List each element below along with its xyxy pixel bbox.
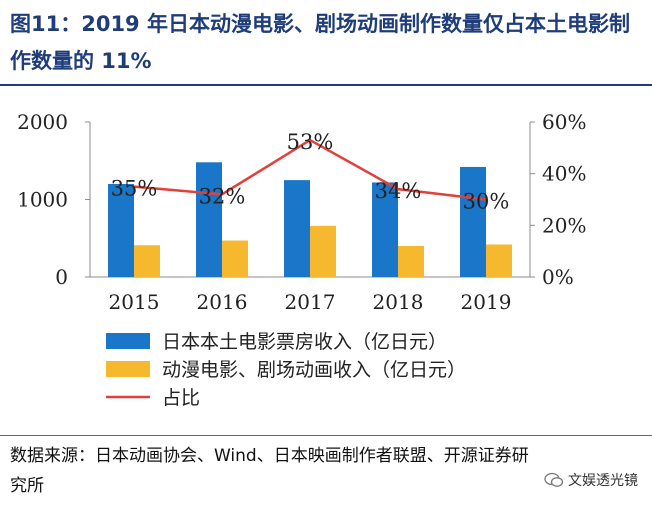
share-label-2016: 32% xyxy=(199,184,246,208)
x-tick-label: 2017 xyxy=(285,290,336,314)
right-tick-label: 20% xyxy=(542,213,586,237)
watermark: 文娱透光镜 xyxy=(544,470,638,490)
box-office-bar-2018 xyxy=(372,182,398,277)
x-tick-label: 2015 xyxy=(109,290,160,314)
box-office-bar-2016 xyxy=(196,162,222,277)
chart: 0 1000 2000 0% 20% 40% 60% 2015 2016 2017 2018 2019… xyxy=(17,110,586,409)
title-divider xyxy=(0,84,652,86)
right-tick-label: 60% xyxy=(542,110,586,134)
x-tick-label: 2016 xyxy=(197,290,248,314)
legend-swatch-0 xyxy=(106,333,150,349)
anime-revenue-bar-2016 xyxy=(222,240,248,277)
box-office-bar-2017 xyxy=(284,180,310,277)
anime-revenue-bar-2019 xyxy=(486,244,512,277)
legend-label-2: 占比 xyxy=(162,387,200,409)
right-tick-label: 0% xyxy=(542,265,574,289)
right-tick-label: 40% xyxy=(542,162,586,186)
anime-revenue-bar-2017 xyxy=(310,225,336,277)
box-office-bar-2019 xyxy=(460,166,486,277)
wechat-icon xyxy=(544,472,564,487)
anime-revenue-bar-2018 xyxy=(398,246,424,277)
left-tick-label: 2000 xyxy=(17,110,68,134)
source-note: 数据来源：日本动画协会、Wind、日本映画制作者联盟、开源证券研究所 xyxy=(10,446,529,496)
share-label-2019: 30% xyxy=(463,190,510,214)
watermark-text: 文娱透光镜 xyxy=(568,473,638,489)
legend-label-1: 动漫电影、剧场动画收入（亿日元） xyxy=(162,359,466,381)
box-office-bar-2015 xyxy=(108,184,134,277)
share-label-2018: 34% xyxy=(375,179,422,203)
legend-swatch-1 xyxy=(106,361,150,377)
left-tick-label: 1000 xyxy=(17,188,68,212)
x-tick-label: 2019 xyxy=(461,290,512,314)
figure-title: 图11：2019 年日本动漫电影、剧场动画制作数量仅占本土电影制作数量的 11% xyxy=(10,12,630,73)
share-label-2015: 35% xyxy=(111,177,158,201)
left-tick-label: 0 xyxy=(55,265,68,289)
source-divider xyxy=(0,435,652,436)
anime-revenue-bar-2015 xyxy=(134,245,160,277)
x-tick-label: 2018 xyxy=(373,290,424,314)
share-label-2017: 53% xyxy=(287,130,334,154)
legend-label-0: 日本本土电影票房收入（亿日元） xyxy=(162,331,447,353)
